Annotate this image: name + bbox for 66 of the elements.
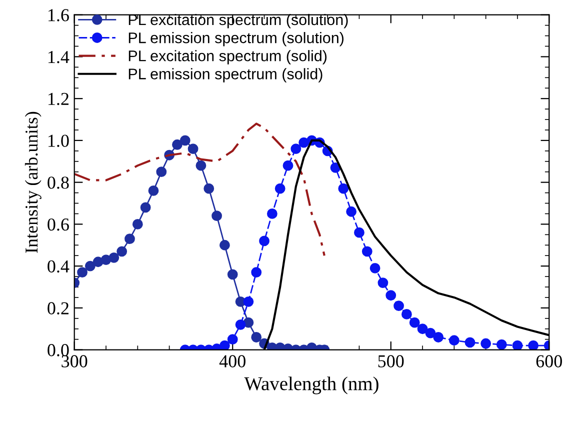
- point: [116, 246, 128, 257]
- point: [251, 267, 262, 278]
- point: [188, 144, 198, 154]
- point: [84, 260, 96, 272]
- y-tick-label: 0.6: [48, 218, 69, 231]
- point: [227, 269, 238, 280]
- point: [409, 317, 420, 328]
- point: [274, 183, 286, 194]
- point: [204, 183, 214, 194]
- x-tick-label: 600: [536, 355, 562, 368]
- point: [338, 183, 349, 194]
- y-tick-label: 1.0: [48, 134, 69, 147]
- x-tick-label: 300: [62, 355, 88, 368]
- x-tick-label: 500: [378, 355, 404, 368]
- point: [401, 309, 412, 320]
- line-series: [74, 122, 326, 257]
- point: [448, 335, 460, 346]
- point: [464, 337, 476, 348]
- point: [282, 160, 294, 171]
- y-axis-title: Intensity (arb.units): [24, 112, 42, 253]
- point: [132, 218, 143, 230]
- y-tick-label: 0.4: [48, 260, 70, 273]
- y-tick-label: 0.8: [48, 176, 69, 189]
- point: [362, 246, 372, 257]
- point: [417, 324, 428, 334]
- point: [354, 227, 364, 238]
- point: [251, 332, 262, 342]
- point: [77, 267, 88, 278]
- x-axis-title: Wavelength (nm): [244, 376, 378, 394]
- point: [196, 160, 206, 171]
- legend-label: PL emission spectrum (solid): [128, 68, 322, 82]
- legend-label: PL emission spectrum (solution): [128, 32, 344, 46]
- point: [290, 144, 302, 154]
- point: [172, 139, 182, 150]
- point: [156, 166, 167, 178]
- y-tick-label: 1.2: [48, 92, 69, 106]
- point: [480, 338, 492, 349]
- y-tick-label: 0.0: [48, 344, 69, 356]
- point: [425, 328, 436, 338]
- point: [124, 234, 135, 244]
- point: [266, 208, 278, 219]
- point: [346, 206, 357, 217]
- point: [227, 334, 238, 345]
- point: [140, 202, 151, 213]
- point: [528, 340, 539, 350]
- y-tick-label: 1.4: [48, 51, 70, 64]
- legend-label: PL excitation spectrum (solid): [128, 50, 327, 64]
- point: [496, 339, 507, 350]
- point: [212, 210, 222, 222]
- point: [235, 319, 246, 330]
- point: [386, 290, 396, 301]
- point: [243, 296, 254, 307]
- point: [180, 135, 190, 146]
- point: [148, 185, 159, 196]
- x-tick-label: 400: [219, 355, 246, 368]
- point: [394, 300, 404, 312]
- y-tick-label: 0.2: [48, 302, 69, 314]
- point: [433, 332, 444, 342]
- point: [259, 236, 270, 246]
- point: [512, 340, 523, 350]
- point: [370, 262, 380, 274]
- y-tick-label: 1.6: [48, 9, 69, 22]
- point: [378, 278, 388, 288]
- point: [108, 252, 120, 263]
- point: [219, 340, 230, 350]
- point: [219, 240, 230, 250]
